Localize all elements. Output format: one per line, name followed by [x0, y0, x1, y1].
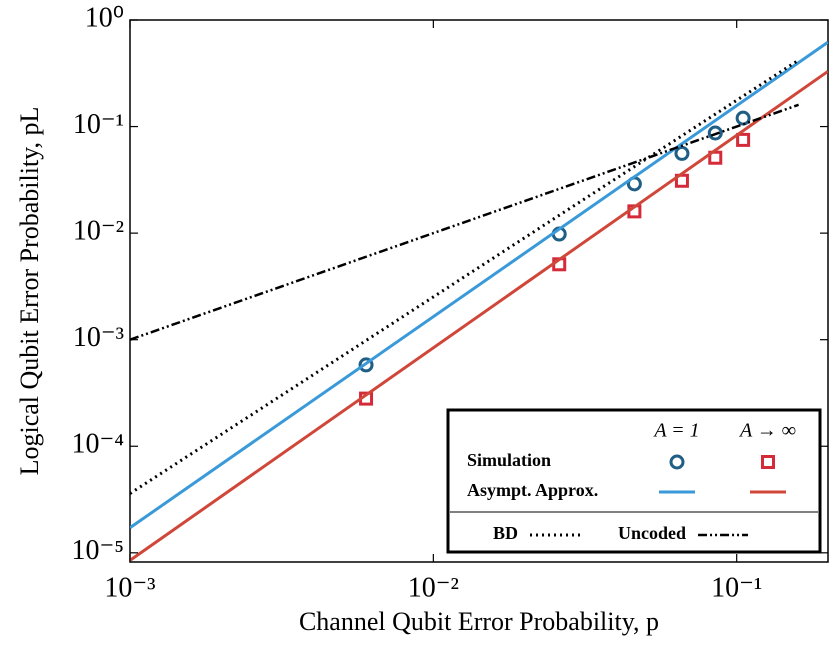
legend-label: Asympt. Approx.: [467, 480, 598, 500]
series-line: [130, 58, 800, 495]
square-marker: [761, 455, 775, 469]
legend-label: BD: [493, 523, 518, 543]
circle-marker: [674, 145, 690, 161]
x-axis-label: Channel Qubit Error Probability, p: [299, 607, 659, 636]
series-line: [130, 70, 828, 562]
y-tick-label: 10⁻¹: [73, 109, 124, 140]
series-line: [130, 40, 828, 529]
legend-box: [446, 408, 822, 554]
x-tick-label: 10⁻²: [408, 572, 459, 603]
square-marker: [708, 150, 723, 165]
y-tick-label: 10⁰: [85, 2, 124, 33]
legend-label: Uncoded: [618, 523, 686, 543]
circle-marker: [669, 454, 685, 470]
plot-frame: [129, 19, 829, 563]
series-line: [130, 103, 800, 341]
y-tick-label: 10⁻⁵: [71, 535, 124, 566]
legend: Simulation A = 1 A → ∞ Asympt. Approx. BD Unc…: [446, 408, 822, 554]
circle-marker: [358, 357, 374, 373]
x-tick-label: 10⁻¹: [711, 572, 762, 603]
y-axis-label: Logical Qubit Error Probability, pL: [15, 107, 44, 476]
legend-label: Simulation: [467, 450, 551, 470]
y-tick-label: 10⁻³: [73, 322, 124, 353]
y-tick-label: 10⁻²: [73, 216, 124, 247]
plot-area: [130, 40, 828, 562]
axes: 10⁻³ 10⁻² 10⁻¹ 10⁻⁵ 10⁻⁴ 10⁻³ 10⁻² 10⁻¹ 10⁰: [71, 2, 828, 603]
legend-header: A → ∞: [738, 420, 796, 442]
square-marker: [736, 132, 751, 147]
y-tick-label: 10⁻⁴: [71, 429, 124, 460]
legend-header: A = 1: [652, 420, 699, 442]
circle-marker: [735, 110, 751, 126]
x-tick-label: 10⁻³: [104, 572, 155, 603]
circle-marker: [707, 125, 723, 141]
